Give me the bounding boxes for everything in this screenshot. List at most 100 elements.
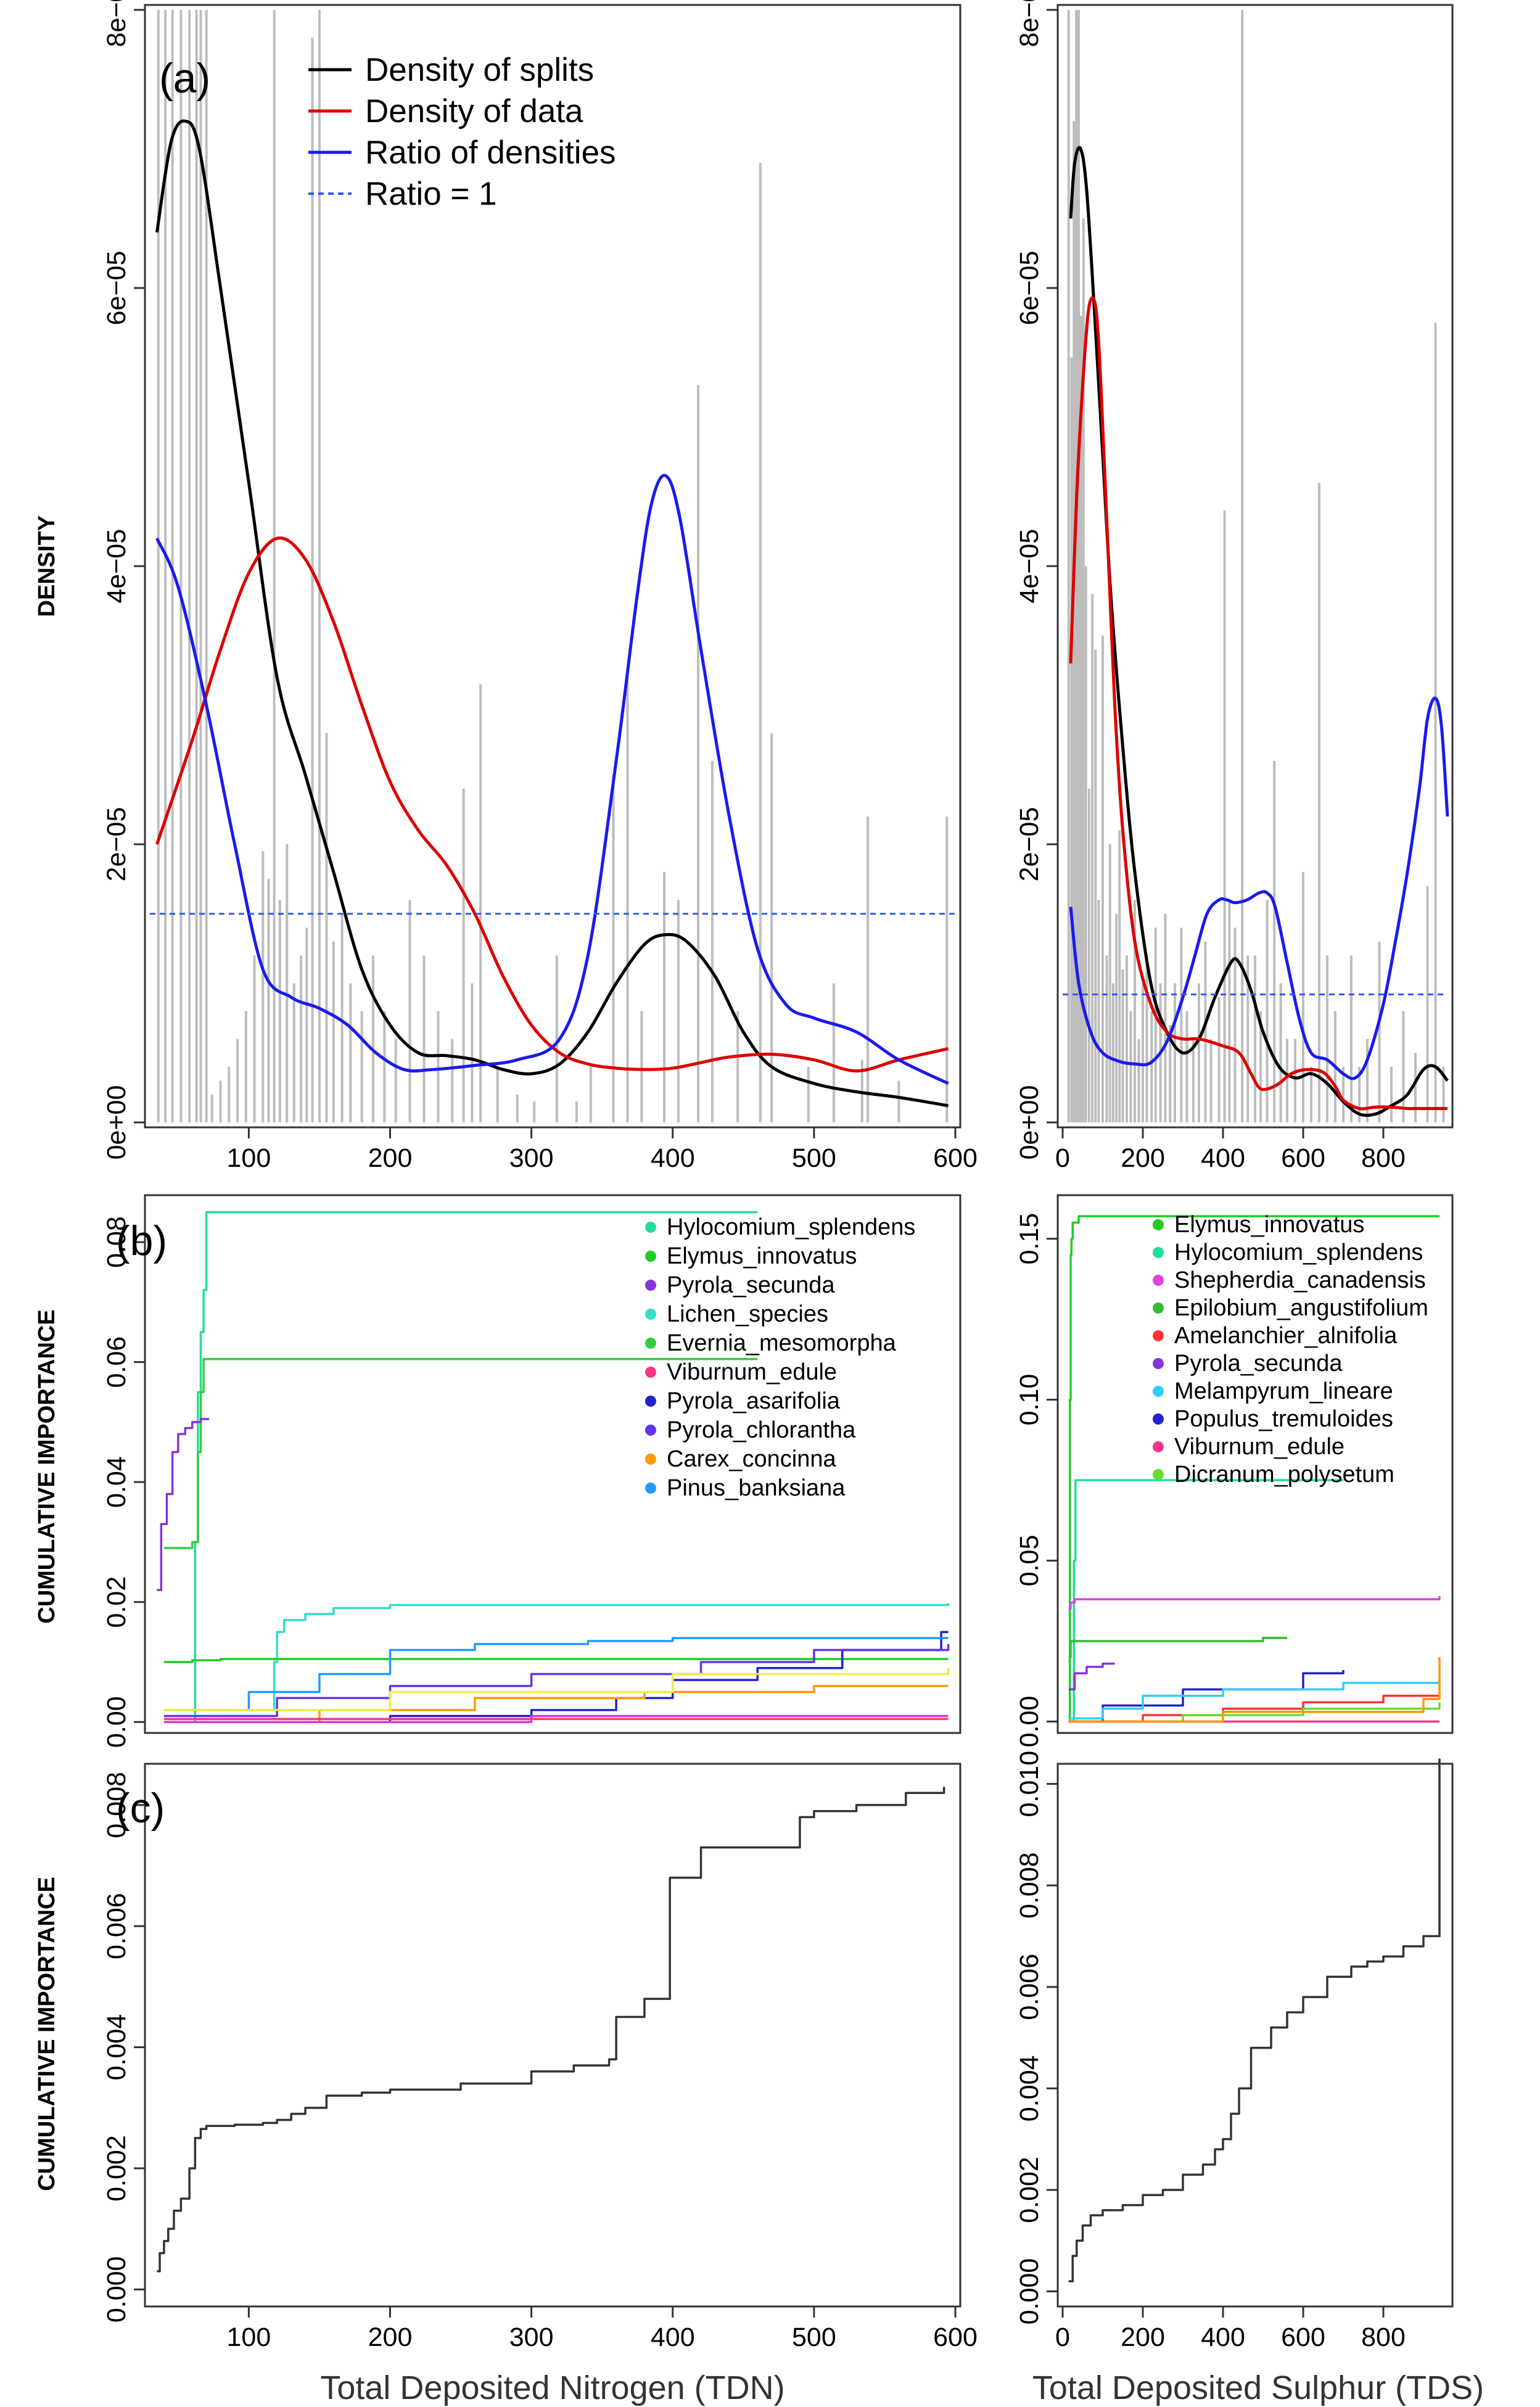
y-axis-title-importance: CUMULATIVE IMPORTANCE <box>34 1309 60 1623</box>
legend-label-splits: Density of splits <box>365 52 594 88</box>
y-tick-label: 0.02 <box>102 1576 131 1628</box>
y-tick-label: 2e−05 <box>102 807 131 882</box>
plot-frame <box>1056 1194 1454 1734</box>
y-tick-label: 0.004 <box>1015 2055 1044 2122</box>
y-axis: 0.00 0.05 0.10 0.15 <box>1015 1213 1058 1748</box>
plot-frame <box>144 1763 961 2308</box>
series-line-carex-concinna <box>163 1685 949 1724</box>
x-tick-label: 600 <box>1281 2323 1325 2352</box>
y-tick-label: 0.004 <box>102 2014 131 2081</box>
series-line-yellow <box>163 1668 950 1711</box>
legend-label-ratio: Ratio of densities <box>365 134 616 171</box>
legend-label-amelanchier-alnifolia: Amelanchier_alnifolia <box>1174 1323 1398 1349</box>
series-line-density-of-data <box>1069 296 1447 1111</box>
legend-label-viburnum-edule: Viburnum_edule <box>667 1359 837 1385</box>
x-tick-label: 200 <box>368 2323 413 2352</box>
y-tick-label: 2e−05 <box>1015 807 1044 882</box>
legend-dot-hylocomium-splendens <box>1153 1247 1164 1258</box>
series-line-density-of-data <box>155 536 949 1073</box>
y-axis: 0e+00 2e−05 4e−05 6e−05 8e−05 <box>102 0 145 1159</box>
y-tick-label: 0e+00 <box>1015 1085 1044 1160</box>
y-tick-label: 8e−05 <box>102 0 131 47</box>
x-tick-label: 400 <box>651 2323 695 2352</box>
y-tick-label: 0.000 <box>1015 2258 1044 2325</box>
y-tick-label: 4e−05 <box>1015 529 1044 604</box>
x-tick-label: 0 <box>1055 1143 1070 1173</box>
y-tick-label: 0.008 <box>102 1772 131 1838</box>
series-line-pyrola-chlorantha <box>163 1644 950 1718</box>
y-tick-label: 0.10 <box>1015 1374 1044 1426</box>
x-tick-label: 200 <box>1121 1143 1165 1173</box>
legend-label-shepherdia-canadensis: Shepherdia_canadensis <box>1174 1267 1426 1293</box>
y-axis: 0.000 0.002 0.004 0.006 0.008 0.010 <box>1015 1751 1058 2324</box>
legend-label-ratio-one: Ratio = 1 <box>365 176 497 212</box>
density-lines <box>150 119 955 1108</box>
y-tick-label: 0.08 <box>102 1216 131 1268</box>
y-axis: 0.000 0.002 0.004 0.006 0.008 <box>102 1772 145 2323</box>
legend-dot-pyrola-secunda <box>1153 1358 1164 1369</box>
series-line-pyrola-secunda <box>157 1418 210 1592</box>
legend-label-dicranum-polysetum: Dicranum_polysetum <box>1174 1462 1394 1487</box>
legend-label-hylocomium-splendens: Hylocomium_splendens <box>667 1214 915 1240</box>
y-axis-title-importance: CUMULATIVE IMPORTANCE <box>34 1877 60 2191</box>
legend-label-pyrola-secunda: Pyrola_secunda <box>1174 1351 1343 1376</box>
species-lines <box>1068 1215 1441 1723</box>
series-line-ratio-of-densities <box>1069 696 1449 1080</box>
series-line-orange <box>1068 1657 1441 1723</box>
series-line-pyrola-secunda <box>1068 1662 1115 1691</box>
y-tick-label: 0.00 <box>1015 1696 1044 1748</box>
x-axis: 100 200 300 400 500 600 <box>227 2306 978 2352</box>
gray-split-bars <box>157 10 949 1122</box>
series-line-density-of-splits <box>1069 146 1449 1117</box>
legend-dot-pinus-banksiana <box>645 1483 656 1494</box>
panel-c-right: 0.000 0.002 0.004 0.006 0.008 0.010 0 200 400 60… <box>1015 1751 1484 2406</box>
legend-dot-pyrola-chlorantha <box>645 1425 656 1436</box>
x-tick-label: 200 <box>1121 2323 1165 2352</box>
series-line-magenta <box>163 1714 949 1724</box>
legend-dot-dicranum-polysetum <box>1153 1469 1164 1480</box>
legend-dot-melampyrum-lineare <box>1153 1386 1164 1397</box>
y-axis-title-density: DENSITY <box>34 516 60 617</box>
x-tick-label: 100 <box>227 1143 271 1173</box>
legend-dot-populus-tremuloides <box>1153 1413 1164 1425</box>
series-line-hylocomium-splendens <box>192 1211 758 1724</box>
series-line-pinus-banksiana <box>163 1637 949 1711</box>
legend-label-viburnum-edule: Viburnum_edule <box>1174 1434 1344 1460</box>
y-tick-label: 0.000 <box>102 2257 131 2323</box>
series-line-epilobium-angustifolium <box>1068 1637 1287 1658</box>
y-axis: 0e+00 2e−05 4e−05 6e−05 8e−05 <box>1015 0 1058 1159</box>
y-tick-label: 0.06 <box>102 1336 131 1388</box>
legend-dot-viburnum-edule <box>645 1367 656 1378</box>
legend-dot-epilobium-angustifolium <box>1153 1302 1164 1314</box>
x-axis: 0 200 400 600 800 <box>1055 1127 1406 1173</box>
x-tick-label: 400 <box>1201 1143 1245 1173</box>
legend-a: Density of splits Density of data Ratio … <box>308 52 616 212</box>
panel-label-a: (a) <box>159 55 210 102</box>
legend-label-pinus-banksiana: Pinus_banksiana <box>667 1475 846 1501</box>
legend-dot-pyrola-secunda <box>645 1280 656 1291</box>
x-tick-label: 600 <box>933 1143 978 1173</box>
x-tick-label: 500 <box>792 2323 836 2352</box>
panel-c-left: 0.000 0.002 0.004 0.006 0.008 100 200 300 400 50… <box>34 1763 978 2406</box>
x-axis: 0 200 400 600 800 <box>1055 2306 1406 2352</box>
legend-dot-pyrola-asarifolia <box>645 1396 656 1407</box>
x-tick-label: 800 <box>1361 2323 1406 2352</box>
y-tick-label: 6e−05 <box>102 251 131 326</box>
x-tick-label: 300 <box>509 2323 554 2352</box>
y-tick-label: 0.002 <box>1015 2157 1044 2223</box>
series-line-cumulative <box>1068 1758 1441 2282</box>
legend-label-data: Density of data <box>365 93 583 130</box>
y-tick-label: 0.04 <box>102 1456 131 1508</box>
x-axis-title-tdn: Total Deposited Nitrogen (TDN) <box>320 2369 784 2406</box>
plot-frame <box>1056 1763 1454 2308</box>
x-tick-label: 300 <box>509 1143 554 1173</box>
x-axis: 100 200 300 400 500 600 <box>227 1127 978 1173</box>
series-line-density-of-splits <box>155 119 949 1108</box>
legend-dot-hylocomium-splendens <box>645 1222 656 1233</box>
legend-label-elymus-innovatus: Elymus_innovatus <box>667 1243 857 1269</box>
y-tick-label: 0.002 <box>102 2135 131 2202</box>
y-tick-label: 0.006 <box>102 1893 131 1959</box>
x-tick-label: 600 <box>933 2323 978 2352</box>
